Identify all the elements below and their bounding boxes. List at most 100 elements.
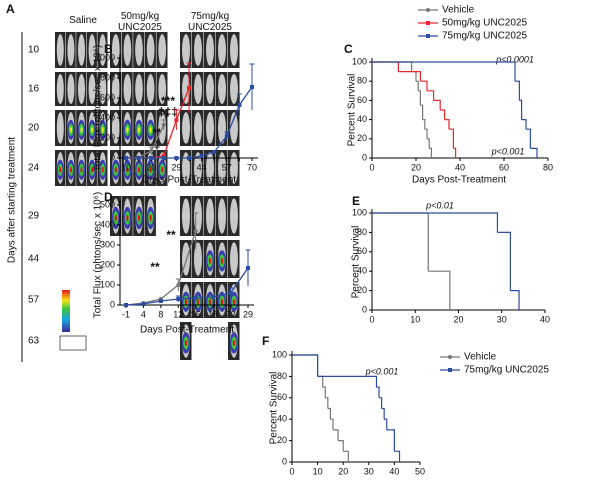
legend-label: Vehicle — [464, 352, 497, 363]
y-tick-label: 60 — [277, 392, 287, 402]
y-tick-label: 0 — [282, 456, 287, 466]
mouse — [206, 34, 214, 66]
mouse — [194, 152, 202, 184]
mouse — [56, 112, 64, 144]
signal — [114, 166, 117, 173]
point — [149, 149, 154, 153]
x-tick-label: 80 — [543, 162, 553, 172]
legend-marker — [448, 355, 452, 359]
column-label: 75mg/kg UNC2025 — [188, 11, 232, 33]
x-tick-label: 0 — [369, 314, 374, 324]
annotation: ‡‡‡ — [158, 105, 178, 119]
y-tick-label: 0 — [110, 152, 115, 162]
y-tick-label: 200 — [100, 259, 115, 269]
legend-label: 75mg/kg UNC2025 — [464, 365, 549, 376]
y-tick-label: 40 — [357, 266, 367, 276]
survival-step — [292, 354, 319, 377]
point — [237, 103, 242, 107]
mouse — [111, 112, 120, 144]
mouse — [230, 112, 238, 144]
x-tick-label: 18 — [208, 309, 218, 319]
mouse — [218, 112, 226, 144]
y-tick-label: 200 — [100, 132, 115, 142]
survival-step — [376, 386, 380, 398]
signal — [137, 214, 141, 222]
y-tick-label: 60 — [357, 246, 367, 256]
y-tick-label: 300 — [100, 239, 115, 249]
y-tick-label: 0 — [362, 304, 367, 314]
color-bar — [62, 290, 70, 332]
x-tick-label: 30 — [364, 466, 374, 476]
y-tick-label: 800 — [100, 72, 115, 82]
point — [211, 295, 216, 299]
signal — [80, 166, 83, 173]
x-tick-label: 12 — [173, 309, 183, 319]
signal — [101, 126, 104, 133]
survival-step — [418, 90, 421, 106]
x-tick-label: 10 — [410, 314, 420, 324]
mouse — [206, 198, 214, 234]
point — [193, 296, 198, 300]
point — [176, 283, 181, 287]
mouse — [56, 34, 64, 66]
y-tick-label: 60 — [357, 95, 367, 105]
survival-step — [372, 212, 499, 233]
x-tick-label: 40 — [455, 162, 465, 172]
signal — [220, 257, 224, 264]
point — [193, 229, 198, 233]
annotation: ** — [150, 260, 160, 274]
annotation: *** — [161, 94, 175, 108]
signal — [80, 126, 83, 133]
survival-step — [453, 147, 457, 158]
y-axis-label: Total Flux (phtons/sec x 10⁶) — [93, 45, 104, 171]
survival-step — [398, 71, 421, 82]
x-tick-label: 10 — [121, 162, 131, 172]
y-tick-label: 100 — [100, 279, 115, 289]
signal — [59, 166, 62, 173]
y-tick-label: 100 — [352, 56, 367, 66]
survival-step — [325, 397, 329, 409]
point — [187, 156, 191, 160]
x-tick-label: 40 — [389, 466, 399, 476]
signal — [161, 166, 164, 173]
signal — [69, 126, 72, 133]
mouse — [78, 74, 85, 104]
x-tick-label: 20 — [453, 314, 463, 324]
survival-step — [372, 61, 516, 82]
x-axis-label: Days Post-Treatment — [140, 325, 234, 336]
y-axis-label: Percent Survival — [269, 372, 280, 445]
mouse — [135, 34, 143, 66]
y-axis-label: Percent Survival — [347, 74, 358, 147]
survival-step — [519, 99, 523, 120]
axis-line — [291, 351, 420, 463]
survival-step — [497, 231, 511, 291]
point — [124, 303, 128, 307]
x-tick-label: 20 — [411, 162, 421, 172]
row-label: 10 — [28, 45, 40, 56]
mouse — [67, 74, 75, 104]
mouse — [135, 74, 143, 104]
x-tick-label: 15 — [191, 309, 201, 319]
mouse — [78, 34, 85, 66]
point — [174, 156, 179, 160]
annotation: ** — [166, 228, 176, 242]
signal — [149, 166, 152, 173]
survival-step — [433, 99, 441, 110]
mouse — [123, 74, 132, 104]
survival-step — [330, 418, 334, 430]
signal — [232, 339, 236, 346]
signal — [208, 298, 212, 305]
point — [174, 118, 179, 122]
survival-step — [292, 354, 319, 377]
survival-step — [372, 61, 399, 72]
point — [158, 299, 163, 303]
legend-marker — [426, 34, 430, 38]
survival-step — [372, 61, 413, 72]
survival-step — [372, 212, 429, 272]
annotation: p<0.0001 — [495, 54, 534, 64]
mouse — [218, 74, 226, 104]
x-tick-label: 40 — [540, 314, 550, 324]
mouse — [182, 198, 190, 234]
legend-marker — [448, 368, 452, 372]
x-tick-label: 20 — [338, 466, 348, 476]
